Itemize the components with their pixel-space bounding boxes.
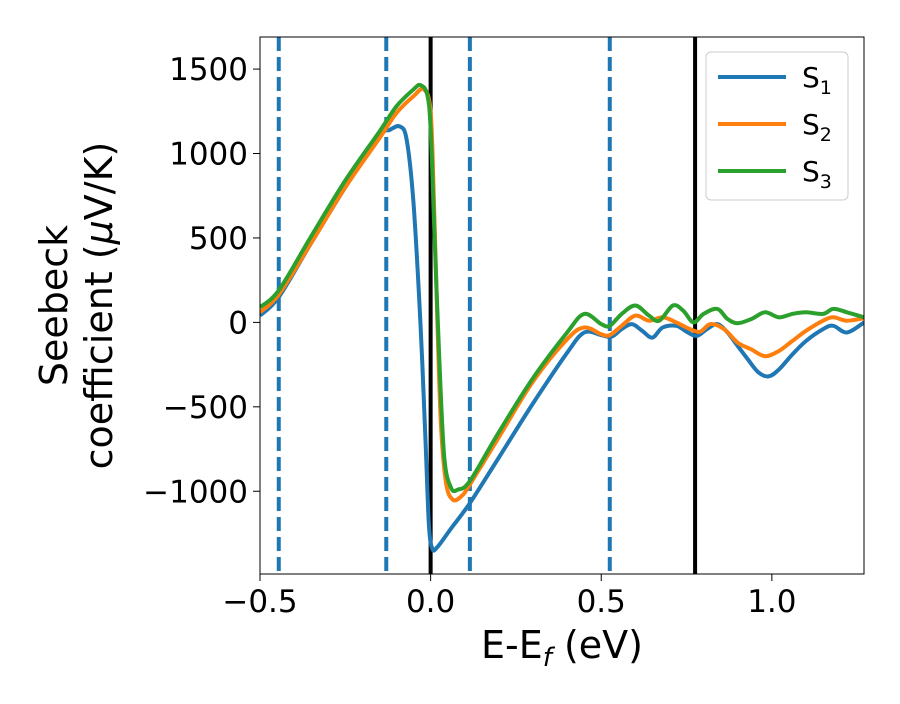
legend-label-s1: S1 [802, 61, 832, 99]
y-axis: −1000 −500 0 500 1000 1500 [143, 52, 260, 510]
y-tick-label: −500 [163, 390, 248, 426]
y-axis-title-line2: coefficient (μV/K) [77, 142, 121, 470]
plot-frame [259, 36, 865, 575]
y-tick-label: 1500 [169, 52, 248, 88]
y-tick-label: 1000 [169, 137, 248, 173]
legend-label-s3: S3 [802, 155, 832, 193]
legend-label-s2: S2 [802, 108, 832, 146]
legend: S1 S2 S3 [705, 51, 849, 201]
series-line-s3 [260, 82, 864, 494]
series-line-s2 [260, 86, 864, 503]
x-tick-label: 0.5 [577, 584, 626, 620]
x-tick-label: 0.0 [406, 584, 455, 620]
series-line-s1 [260, 124, 864, 553]
x-tick-label: −0.5 [222, 584, 297, 620]
y-tick-label: 500 [189, 221, 248, 257]
y-tick-label: 0 [228, 305, 248, 341]
y-axis-title-line1: Seebeck [32, 225, 76, 386]
y-tick-label: −1000 [143, 474, 248, 510]
series-group [260, 82, 864, 553]
x-axis: −0.5 0.0 0.5 1.0 [222, 574, 797, 620]
x-axis-title: E-Ef (eV) [481, 623, 643, 673]
x-tick-label: 1.0 [747, 584, 796, 620]
